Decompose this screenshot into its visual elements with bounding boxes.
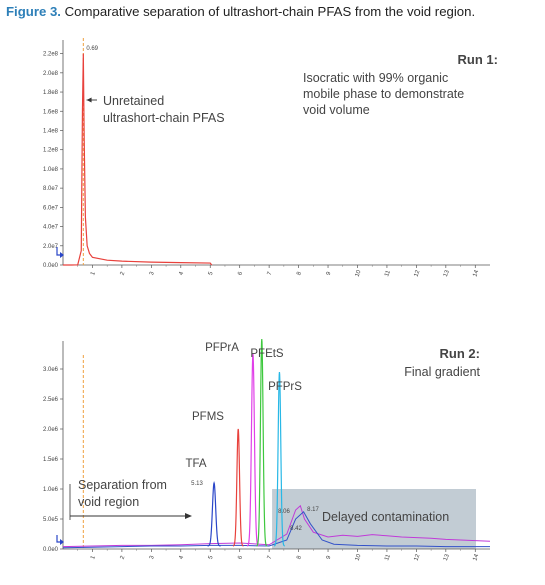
run2-x-tick-label: 13: [443, 553, 451, 562]
run1-y-tick-label: 2.0e8: [43, 71, 59, 77]
run1-trace: [63, 53, 213, 266]
run2-contamination-trace-0: [62, 504, 491, 548]
run1-y-tick-label: 6.0e7: [43, 205, 59, 211]
run1-x-tick-label: 1: [90, 270, 97, 276]
run2-shaded-label: Delayed contamination: [322, 510, 449, 524]
run2-peak-PFPrS: [274, 371, 285, 547]
run1-x-tick-label: 10: [355, 269, 363, 278]
run1-x-tick-label: 12: [413, 269, 421, 278]
run2-x-tick-label: 4: [178, 554, 185, 560]
run1-x-tick-label: 8: [296, 270, 303, 276]
run1-x-tick-label: 11: [384, 269, 392, 278]
run1-description-line: Isocratic with 99% organic: [303, 71, 448, 85]
run1-axis-arrow-icon: [56, 247, 61, 256]
run1-annotation-line1: Unretained: [103, 94, 164, 108]
run2-peak-PFPrA: [246, 353, 259, 547]
run1-y-tick-label: 1.8e8: [43, 90, 59, 96]
run2-separation-arrowhead-icon: [185, 513, 192, 519]
run2-contamination-trace-1: [62, 511, 490, 549]
run2-x-tick-label: 10: [355, 553, 363, 562]
run2-x-tick-label: 9: [326, 554, 333, 560]
run1-y-tick-label: 1.0e8: [43, 167, 59, 173]
run1-x-tick-label: 9: [326, 270, 333, 276]
run2-label-PFEtS: PFEtS: [250, 348, 284, 360]
run2-y-tick-label: 1.0e6: [43, 487, 59, 493]
run2-peak-TFA: [207, 480, 221, 547]
run1-y-tick-label: 0.0e0: [43, 263, 59, 269]
run2-x-tick-label: 3: [149, 554, 156, 560]
run2-axis-arrow-icon: [56, 535, 61, 543]
run1-y-tick-label: 2.2e8: [43, 52, 59, 58]
run2-label-PFPrA: PFPrA: [205, 342, 239, 354]
run1-y-tick-label: 4.0e7: [43, 225, 59, 231]
run1-annotation-arrowhead-icon: [86, 97, 92, 103]
run2-label-TFA: TFA: [185, 458, 206, 470]
run1-x-tick-label: 4: [178, 270, 185, 276]
figure-number: Figure 3.: [6, 4, 61, 19]
run1-x-tick-label: 3: [149, 270, 156, 276]
run2-label-PFPrS: PFPrS: [268, 381, 302, 393]
run2-description: Final gradient: [404, 365, 480, 379]
run2-x-tick-label: 14: [472, 553, 480, 562]
run2-y-tick-label: 3.0e6: [43, 367, 59, 373]
run1-description-line: void volume: [303, 103, 370, 117]
run2-x-tick-label: 6: [237, 554, 244, 560]
run1-y-tick-label: 1.6e8: [43, 109, 59, 115]
run2-peak-number: 8.17: [307, 507, 319, 513]
run1-label: Run 1:: [458, 52, 498, 67]
run2-y-tick-label: 2.0e6: [43, 427, 59, 433]
run1-x-tick-label: 7: [267, 270, 274, 276]
run1-chromatogram: 0.0e0 2.0e7 4.0e7 6.0e7 8.0e7 1.0e8 1.2e8 1.4e8…: [43, 38, 498, 278]
run2-axis-arrowhead-icon: [60, 539, 64, 545]
run1-y-tick-label: 1.4e8: [43, 128, 59, 134]
run2-x-tick-label: 12: [413, 553, 421, 562]
figure-caption: Figure 3. Comparative separation of ultr…: [6, 4, 475, 19]
run2-x-tick-label: 7: [267, 554, 274, 560]
run2-x-tick-label: 5: [208, 554, 215, 560]
run1-y-tick-label: 8.0e7: [43, 186, 59, 192]
run1-x-tick-label: 5: [208, 270, 215, 276]
run1-axis-arrowhead-icon: [60, 252, 64, 258]
run1-x-tick-label: 2: [120, 270, 127, 276]
run1-y-tick-label: 1.2e8: [43, 148, 59, 154]
run2-peak-number: 5.13: [191, 481, 203, 487]
run2-x-tick-label: 2: [120, 554, 127, 560]
run1-x-tick-label: 14: [472, 269, 480, 278]
run2-peak-PFMS: [232, 428, 244, 547]
run2-x-tick-label: 1: [90, 554, 97, 560]
run1-peak-label: 0.69: [86, 46, 98, 52]
run1-y-tick-label: 2.0e7: [43, 244, 59, 250]
run2-y-tick-label: 2.5e6: [43, 397, 59, 403]
run2-peak-PFEtS: [256, 338, 268, 547]
figure-caption-text: Comparative separation of ultrashort-cha…: [64, 4, 476, 19]
run1-x-tick-label: 6: [237, 270, 244, 276]
run2-peak-number: 8.06: [278, 509, 290, 515]
run2-annotation-line2: void region: [78, 495, 139, 509]
run2-y-tick-label: 1.5e6: [43, 457, 59, 463]
run2-peak-number: 8.42: [290, 526, 302, 532]
run2-annotation-line1: Separation from: [78, 478, 167, 492]
run2-x-tick-label: 8: [296, 554, 303, 560]
run2-y-tick-label: 0.0e0: [43, 547, 59, 553]
run2-label: Run 2:: [440, 346, 480, 361]
run1-description-line: mobile phase to demonstrate: [303, 87, 464, 101]
run2-label-PFMS: PFMS: [192, 411, 224, 423]
run1-annotation-line2: ultrashort-chain PFAS: [103, 111, 225, 125]
run2-x-tick-label: 11: [384, 553, 392, 562]
run1-x-tick-label: 13: [443, 269, 451, 278]
run2-y-tick-label: 5.0e5: [43, 517, 59, 523]
